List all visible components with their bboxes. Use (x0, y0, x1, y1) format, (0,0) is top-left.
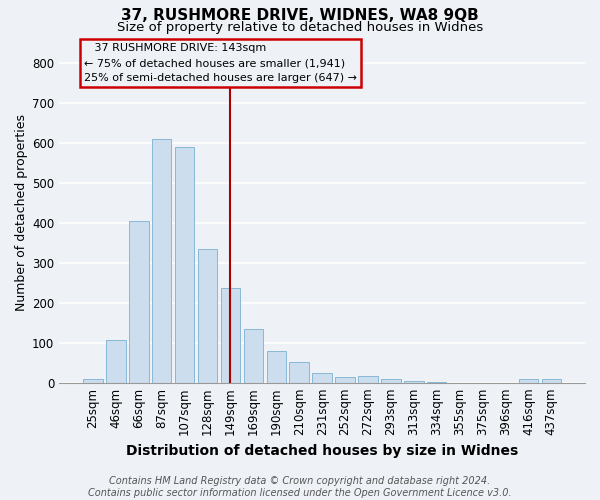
Text: 37 RUSHMORE DRIVE: 143sqm
← 75% of detached houses are smaller (1,941)
25% of se: 37 RUSHMORE DRIVE: 143sqm ← 75% of detac… (84, 44, 357, 83)
Bar (313, 372, 332, 382)
Bar (106, 340, 125, 382)
Bar (244, 328, 263, 382)
Bar (404, 381, 424, 382)
Bar (542, 379, 561, 382)
Bar (381, 380, 401, 382)
Text: 37, RUSHMORE DRIVE, WIDNES, WA8 9QB: 37, RUSHMORE DRIVE, WIDNES, WA8 9QB (121, 8, 479, 22)
Bar (83, 380, 103, 382)
Bar (266, 351, 286, 382)
Bar (335, 376, 355, 382)
X-axis label: Distribution of detached houses by size in Widnes: Distribution of detached houses by size … (126, 444, 518, 458)
Bar (175, 146, 194, 382)
Bar (358, 376, 378, 382)
Text: Contains HM Land Registry data © Crown copyright and database right 2024.
Contai: Contains HM Land Registry data © Crown c… (88, 476, 512, 498)
Bar (221, 288, 240, 382)
Bar (152, 138, 172, 382)
Bar (198, 250, 217, 382)
Y-axis label: Number of detached properties: Number of detached properties (15, 114, 28, 311)
Bar (518, 380, 538, 382)
Bar (289, 362, 309, 382)
Text: Size of property relative to detached houses in Widnes: Size of property relative to detached ho… (117, 22, 483, 35)
Bar (129, 222, 149, 382)
